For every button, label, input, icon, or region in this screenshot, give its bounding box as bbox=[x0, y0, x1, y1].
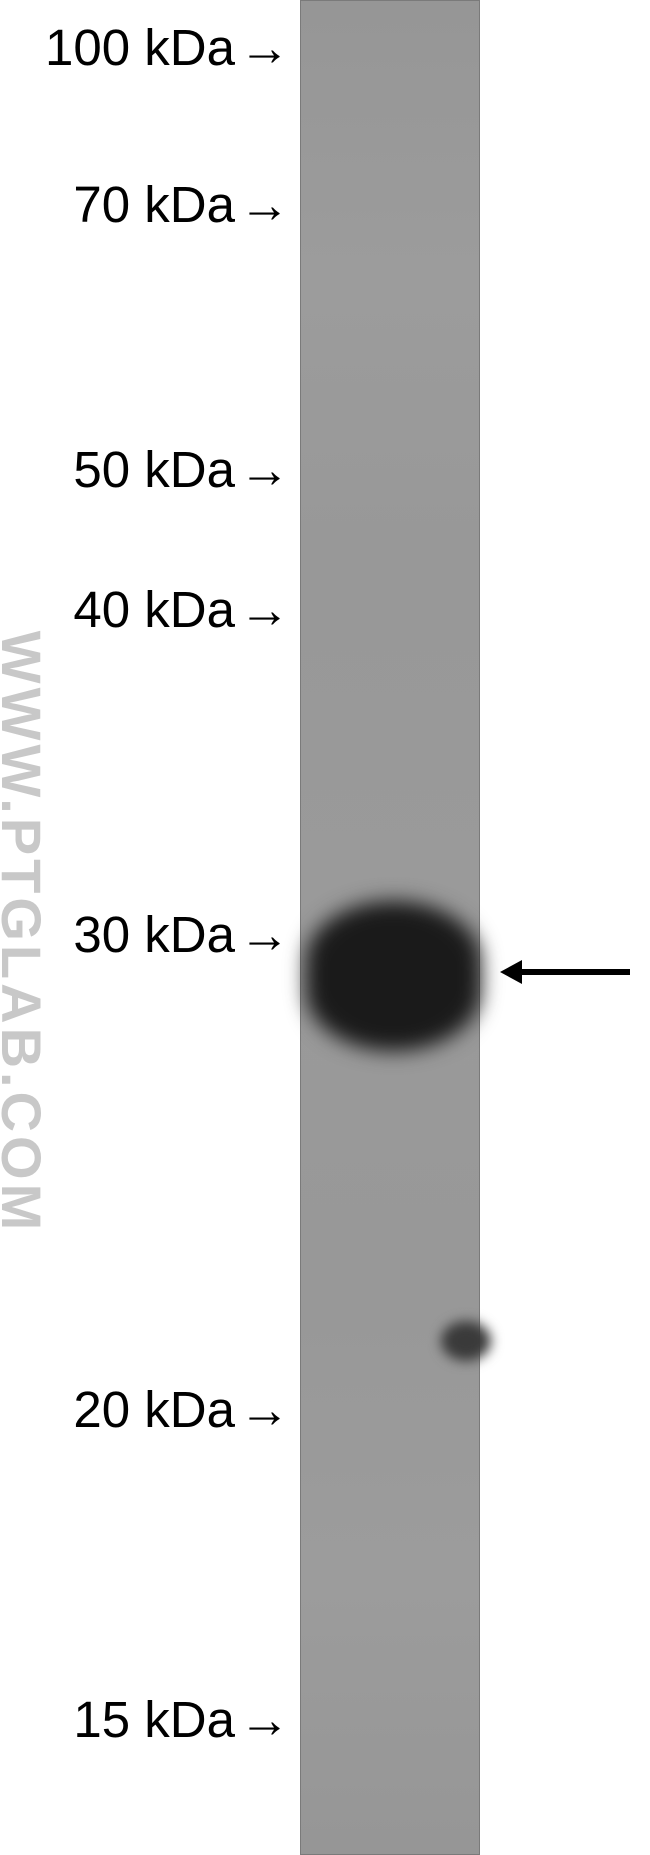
arrow-left-icon bbox=[500, 960, 522, 984]
mw-marker: 70 kDa→ bbox=[73, 175, 290, 234]
arrow-right-icon: → bbox=[239, 580, 290, 639]
arrow-right-icon: → bbox=[239, 175, 290, 234]
mw-marker: 15 kDa→ bbox=[73, 1690, 290, 1749]
protein-band bbox=[441, 1321, 491, 1361]
arrow-right-icon: → bbox=[239, 905, 290, 964]
mw-marker: 40 kDa→ bbox=[73, 580, 290, 639]
mw-marker: 100 kDa→ bbox=[45, 18, 290, 77]
western-blot-figure: WWW.PTGLAB.COM 100 kDa→70 kDa→50 kDa→40 … bbox=[0, 0, 650, 1855]
arrow-line bbox=[522, 969, 630, 975]
watermark-text: WWW.PTGLAB.COM bbox=[0, 631, 54, 1234]
blot-lane bbox=[300, 0, 480, 1855]
target-band-arrow bbox=[500, 960, 630, 984]
mw-marker: 20 kDa→ bbox=[73, 1380, 290, 1439]
mw-marker-label: 15 kDa bbox=[73, 1690, 235, 1749]
mw-marker-label: 30 kDa bbox=[73, 905, 235, 964]
arrow-right-icon: → bbox=[239, 440, 290, 499]
arrow-right-icon: → bbox=[239, 1380, 290, 1439]
protein-band bbox=[306, 901, 481, 1051]
mw-marker-label: 70 kDa bbox=[73, 175, 235, 234]
mw-marker: 30 kDa→ bbox=[73, 905, 290, 964]
arrow-right-icon: → bbox=[239, 1690, 290, 1749]
mw-marker-label: 20 kDa bbox=[73, 1380, 235, 1439]
mw-marker-label: 40 kDa bbox=[73, 580, 235, 639]
mw-marker: 50 kDa→ bbox=[73, 440, 290, 499]
mw-marker-label: 100 kDa bbox=[45, 18, 235, 77]
mw-marker-label: 50 kDa bbox=[73, 440, 235, 499]
arrow-right-icon: → bbox=[239, 18, 290, 77]
